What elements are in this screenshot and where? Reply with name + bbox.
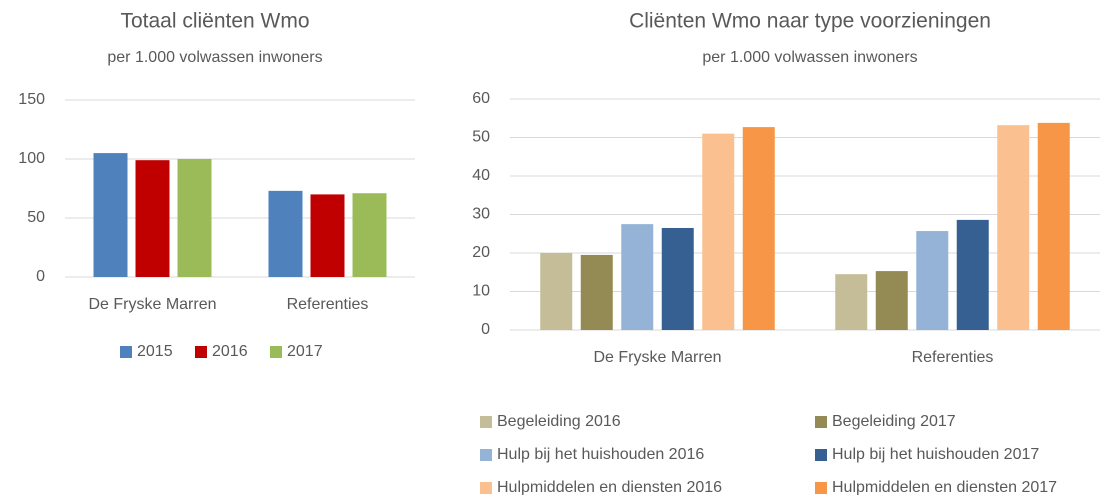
legend-swatch [480, 482, 492, 494]
y-tick-label: 30 [472, 206, 490, 223]
y-tick-label: 50 [27, 209, 45, 226]
legend-swatch [815, 416, 827, 428]
y-tick-label: 60 [472, 90, 490, 107]
y-tick-label: 100 [18, 150, 45, 167]
x-tick-label: Referenties [287, 296, 369, 313]
bar [916, 231, 949, 330]
bar [835, 274, 868, 330]
bar [93, 153, 128, 277]
bar [702, 133, 735, 330]
chart-subtitle: per 1.000 volwassen inwoners [107, 49, 322, 66]
bar [875, 271, 908, 330]
bar [580, 254, 613, 330]
legend-swatch [480, 416, 492, 428]
bar [268, 190, 303, 277]
legend-swatch [480, 449, 492, 461]
y-tick-label: 0 [36, 268, 45, 285]
legend-swatch [195, 346, 207, 358]
x-tick-label: De Fryske Marren [593, 349, 721, 366]
legend-label: Begeleiding 2017 [832, 413, 956, 430]
legend-label: Hulp bij het huishouden 2017 [832, 446, 1039, 463]
legend-label: Hulpmiddelen en diensten 2017 [832, 479, 1057, 495]
legend-label: 2017 [287, 343, 323, 360]
legend-swatch [120, 346, 132, 358]
legend-label: Hulpmiddelen en diensten 2016 [497, 479, 722, 495]
y-tick-label: 20 [472, 244, 490, 261]
bar [956, 219, 989, 330]
bar [135, 160, 170, 277]
bar [621, 224, 654, 330]
bar [352, 193, 387, 277]
legend-label: Hulp bij het huishouden 2016 [497, 446, 704, 463]
legend-swatch [815, 482, 827, 494]
y-tick-label: 40 [472, 167, 490, 184]
bar [540, 253, 573, 330]
legend-swatch [815, 449, 827, 461]
bar [661, 227, 694, 330]
bar [177, 159, 212, 277]
x-tick-label: De Fryske Marren [88, 296, 216, 313]
y-tick-label: 150 [18, 91, 45, 108]
y-tick-label: 10 [472, 283, 490, 300]
bar [997, 125, 1030, 331]
legend-swatch [270, 346, 282, 358]
bar [742, 127, 775, 330]
chart-title: Totaal cliënten Wmo [120, 10, 309, 33]
bar [310, 194, 345, 277]
y-tick-label: 0 [481, 321, 490, 338]
chart-title: Cliënten Wmo naar type voorzieningen [629, 10, 991, 33]
legend-label: 2016 [212, 343, 248, 360]
x-tick-label: Referenties [912, 349, 994, 366]
legend-label: Begeleiding 2016 [497, 413, 621, 430]
y-tick-label: 50 [472, 129, 490, 146]
bar [1037, 122, 1070, 331]
legend-label: 2015 [137, 343, 173, 360]
chart-subtitle: per 1.000 volwassen inwoners [702, 49, 917, 66]
